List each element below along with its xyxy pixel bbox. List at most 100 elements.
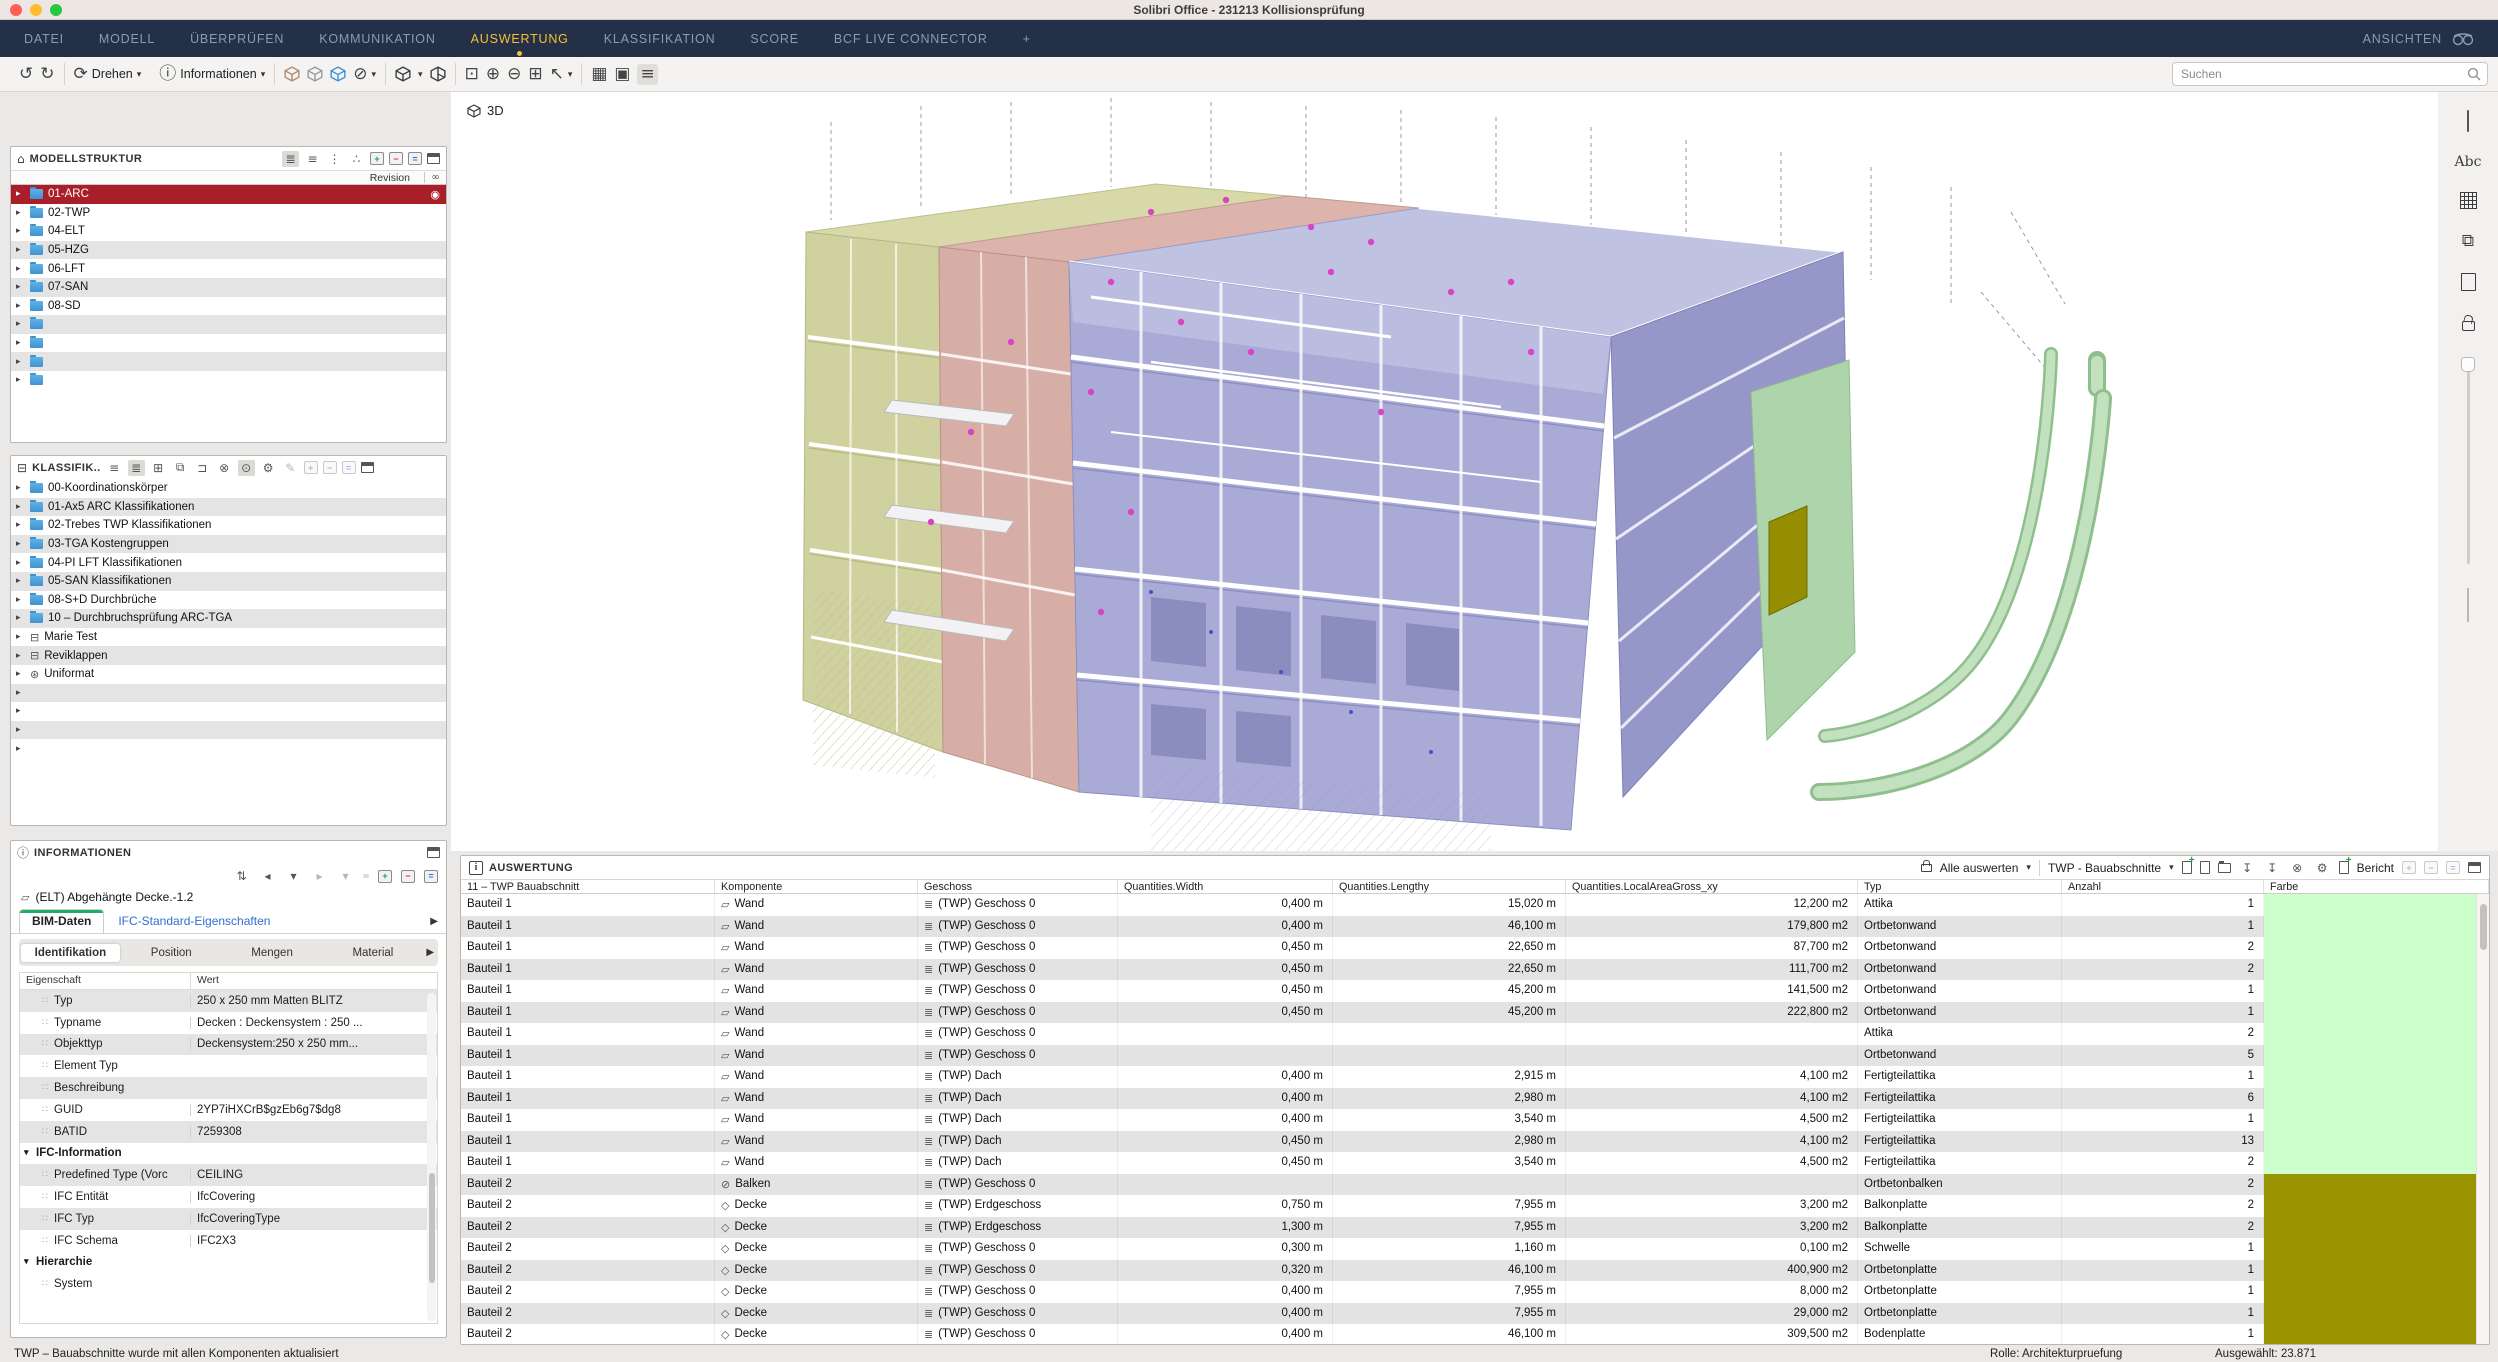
ansichten-menu[interactable]: ANSICHTEN — [2362, 31, 2442, 46]
views-goggles-icon[interactable] — [2452, 32, 2474, 46]
expand-icon[interactable]: ▸ — [16, 669, 21, 680]
table-row[interactable]: Bauteil 2 Decke (TWP) Geschoss 0 0,300 m… — [461, 1238, 2489, 1260]
model-tree-row[interactable]: ▸ 06-LFT ◉ — [16, 261, 86, 275]
subtab-identifikation[interactable]: Identifikation — [21, 943, 120, 962]
tree-hierarchy-icon[interactable]: ≣ — [127, 459, 145, 476]
next-dropdown-icon[interactable]: ▾ — [342, 869, 349, 883]
column-header[interactable]: Geschoss — [918, 880, 1118, 893]
classification-row[interactable]: ▸ 03-TGA Kostengruppen — [11, 534, 446, 554]
expand-icon[interactable]: ▸ — [16, 207, 21, 218]
tab-bim-daten[interactable]: BIM-Daten — [19, 909, 105, 933]
expand-icon[interactable]: ▸ — [16, 743, 21, 754]
zoom-fit-button[interactable]: ⊡ — [464, 63, 479, 84]
tab-overflow-icon[interactable]: ▶ — [430, 916, 438, 927]
property-scrollbar[interactable] — [427, 993, 436, 1321]
copy-classification-icon[interactable]: ⧉ — [175, 460, 185, 474]
settings-gear-icon[interactable]: ⚙ — [262, 460, 274, 475]
table-row[interactable]: Bauteil 1 Wand (TWP) Dach 0,450 m 3,540 … — [461, 1152, 2489, 1174]
expand-icon[interactable]: ▸ — [16, 520, 21, 531]
close-evaluation-icon[interactable]: ⊗ — [2292, 860, 2303, 875]
table-row[interactable]: Bauteil 2 Decke (TWP) Geschoss 0 0,400 m… — [461, 1302, 2489, 1324]
property-row[interactable]: ∷ Objekttyp Deckensystem:250 x 250 mm... — [20, 1033, 437, 1056]
subtab-position[interactable]: Position — [150, 946, 192, 959]
table-row[interactable]: Bauteil 1 Wand (TWP) Geschoss 0 0,450 m … — [461, 937, 2489, 959]
new-classification-icon[interactable]: ⊞ — [153, 460, 164, 475]
classification-row[interactable]: ▸ — [11, 702, 446, 721]
tree-flat-icon[interactable]: ≡ — [109, 460, 120, 475]
evaluate-all-dropdown[interactable]: Alle auswerten — [1939, 860, 2019, 875]
info-tool-button[interactable]: ⓘ Informationen ▾ — [159, 63, 266, 84]
tree-view-2-icon[interactable]: ≡ — [307, 151, 318, 166]
show-all-components-icon[interactable] — [284, 66, 300, 82]
property-row[interactable]: ∷IFC-Information — [20, 1143, 437, 1165]
pdf-export-icon[interactable] — [2460, 273, 2476, 291]
table-row[interactable]: Bauteil 1 Wand (TWP) Geschoss 0 0,400 m … — [461, 894, 2489, 916]
classification-row[interactable]: ▸ 01-Ax5 ARC Klassifikationen — [11, 497, 446, 517]
column-header[interactable]: Typ — [1858, 880, 2062, 893]
zoom-window-button[interactable] — [50, 3, 62, 16]
model-tree-row[interactable]: ▸ 07-SAN ◉ — [11, 277, 446, 297]
classification-row[interactable]: ▸ 02-Trebes TWP Klassifikationen — [16, 518, 212, 532]
model-tree-row[interactable]: ▸ ◉ — [11, 315, 446, 334]
menu-item[interactable]: MODELL — [98, 31, 156, 46]
property-row[interactable]: ∷ IFC Entität IfcCovering — [20, 1186, 437, 1208]
expand-icon[interactable]: ▸ — [16, 501, 21, 512]
expand-icon[interactable]: ▸ — [16, 245, 21, 256]
prev-dropdown-icon[interactable]: ▾ — [290, 869, 297, 883]
ruleset-dropdown[interactable]: TWP - Bauabschnitte — [2047, 860, 2162, 875]
perspective-view-button[interactable]: ▦ — [591, 63, 608, 84]
prev-component-icon[interactable]: ◂ — [264, 869, 271, 883]
menu-item[interactable]: KLASSIFIKATION — [603, 31, 716, 46]
table-scrollbar[interactable] — [2476, 894, 2489, 1344]
sort-icon[interactable]: ⇅ — [236, 869, 247, 883]
table-row[interactable]: Bauteil 1 Wand (TWP) Geschoss 0 0,450 m … — [461, 1001, 2489, 1023]
model-tree-row[interactable]: ▸ ◉ — [11, 371, 446, 390]
expand-icon[interactable]: ▸ — [16, 594, 21, 605]
table-row[interactable]: Bauteil 1 Wand (TWP) Geschoss 0 Ortbeton… — [461, 1044, 2489, 1066]
basket-set-icon[interactable]: = — [424, 869, 438, 883]
column-header[interactable]: Anzahl — [2062, 880, 2264, 893]
model-tree-row[interactable]: ▸ 02-TWP ◉ — [16, 205, 91, 219]
model-tree-row[interactable]: ▸ 04-ELT ◉ — [16, 224, 85, 238]
column-header[interactable]: Komponente — [715, 880, 918, 893]
property-row[interactable]: ∷ Element Typ — [42, 1060, 118, 1073]
open-evaluation-icon[interactable] — [2217, 860, 2231, 873]
expand-icon[interactable]: ▸ — [16, 189, 21, 200]
table-row[interactable]: Bauteil 2 Decke (TWP) Erdgeschoss 0,750 … — [461, 1195, 2489, 1217]
classification-row[interactable]: ▸ 04-PI LFT Klassifikationen — [16, 555, 183, 569]
model-tree-row[interactable]: ▸ 08-SD ◉ — [16, 298, 81, 312]
3d-model-building[interactable] — [451, 92, 2438, 883]
zoom-in-button[interactable]: ⊕ — [485, 63, 501, 84]
expand-icon[interactable]: ▸ — [16, 650, 21, 661]
import-icon[interactable]: ↧ — [2242, 860, 2253, 875]
table-row[interactable]: Bauteil 1 Wand (TWP) Dach 0,400 m 2,915 … — [461, 1066, 2489, 1088]
menu-item[interactable]: DATEI — [24, 31, 64, 46]
tree-view-1-icon[interactable]: ≣ — [282, 150, 299, 167]
property-row[interactable]: ∷ GUID 2YP7iHXCrB$gzEb6g7$dg8 — [20, 1099, 437, 1121]
grid-icon[interactable] — [2459, 192, 2477, 209]
report-button[interactable]: Bericht — [2356, 860, 2394, 875]
column-header[interactable]: Farbe — [2264, 880, 2489, 893]
expand-icon[interactable]: ▸ — [16, 706, 21, 717]
expand-icon[interactable]: ▸ — [16, 226, 21, 237]
hide-components-icon[interactable] — [307, 66, 323, 82]
menu-item[interactable]: SCORE — [750, 31, 799, 46]
classification-row[interactable]: ▸ — [11, 720, 446, 740]
export-icon[interactable]: ↧ — [2267, 860, 2278, 875]
undo-button[interactable]: ↺ — [19, 63, 34, 84]
table-row[interactable]: Bauteil 1 Wand (TWP) Geschoss 0 0,400 m … — [461, 915, 2489, 937]
redo-button[interactable]: ↻ — [40, 63, 55, 84]
property-row[interactable]: ∷ Typ 250 x 250 mm Matten BLITZ — [20, 990, 437, 1012]
basket-remove-icon[interactable]: − — [401, 869, 415, 883]
table-row[interactable]: Bauteil 2 Decke (TWP) Geschoss 0 0,400 m… — [461, 1324, 2489, 1344]
table-row[interactable]: Bauteil 1 Wand (TWP) Dach 0,400 m 2,980 … — [461, 1087, 2489, 1109]
tree-view-3-icon[interactable]: ⋮ — [328, 151, 341, 166]
search-input[interactable] — [2172, 62, 2488, 86]
menu-item[interactable]: + — [1022, 31, 1031, 46]
table-row[interactable]: Bauteil 2 Decke (TWP) Geschoss 0 0,400 m… — [461, 1281, 2489, 1303]
close-window-button[interactable] — [10, 3, 22, 16]
minimize-window-button[interactable] — [30, 3, 42, 16]
expand-icon[interactable]: ▸ — [16, 375, 21, 386]
basket-add-icon[interactable]: + — [370, 152, 384, 165]
classification-row[interactable]: ▸ Uniformat — [11, 665, 446, 684]
